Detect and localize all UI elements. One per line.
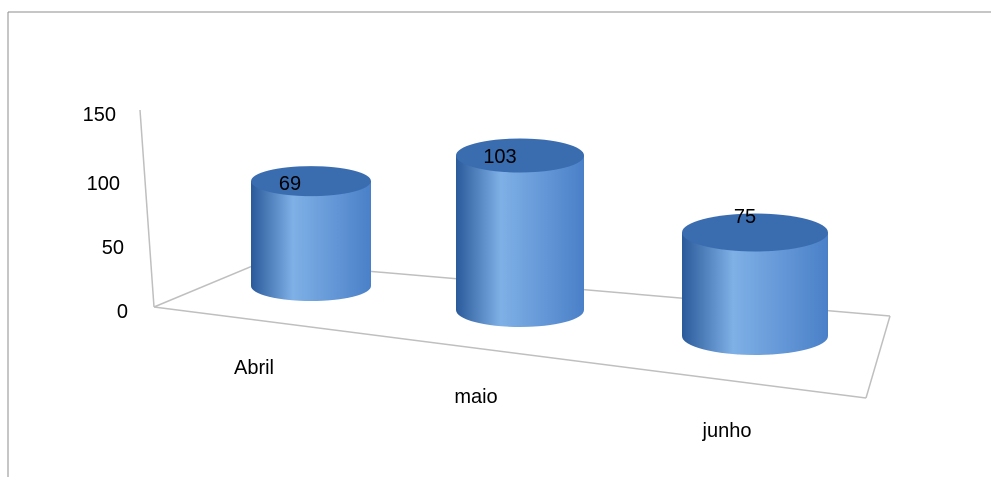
cylinder-body — [456, 155, 584, 327]
cylinder-body — [251, 181, 371, 301]
x-category-label: maio — [454, 386, 497, 408]
data-labels: 69 103 75 — [279, 146, 756, 228]
data-label: 103 — [483, 146, 516, 168]
cylinder-bar — [456, 138, 584, 327]
cylinder-body — [682, 232, 828, 355]
cylinder-top — [682, 213, 828, 252]
floor-right-edge — [865, 315, 891, 399]
floor-left-edge — [153, 261, 263, 308]
bar-series — [251, 138, 828, 355]
x-axis-category-labels: Abril maio junho — [234, 357, 751, 442]
floor-front-edge — [153, 306, 867, 399]
y-tick-label: 100 — [87, 173, 120, 195]
y-axis-wall-line — [139, 109, 155, 308]
cylinder-bar — [682, 213, 828, 355]
x-category-label: junho — [702, 420, 752, 442]
y-tick-label: 0 — [117, 301, 128, 323]
cylinder-bar — [251, 166, 371, 301]
y-tick-label: 50 — [102, 237, 124, 259]
data-label: 75 — [734, 206, 756, 228]
data-label: 69 — [279, 173, 301, 195]
y-tick-label: 150 — [83, 104, 116, 126]
x-category-label: Abril — [234, 357, 274, 379]
cylinder-top — [251, 166, 371, 197]
cylinder-top — [456, 138, 584, 173]
y-axis-tick-labels: 0 50 100 150 — [83, 104, 128, 323]
